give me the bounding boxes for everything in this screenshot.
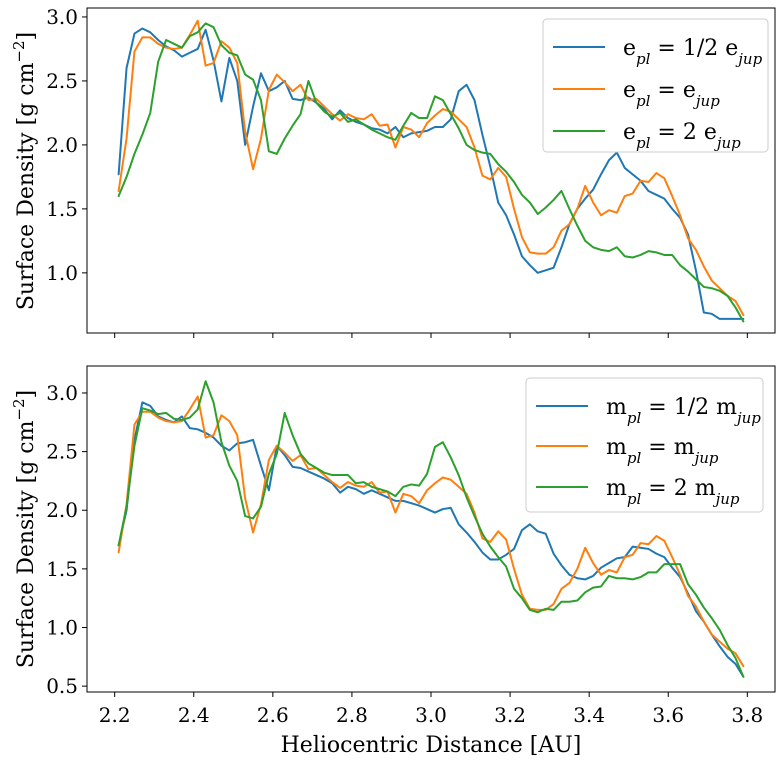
top-panel: 1.0 1.5 2.0 2.5 3.0 Surface Density [g cm−2]… xyxy=(10,5,776,338)
bottom-y-tick-label: 1.5 xyxy=(46,557,78,581)
bottom-y-tick-label: 1.0 xyxy=(46,616,78,640)
bottom-x-tick-label: 3.2 xyxy=(494,703,526,727)
bottom-panel: 2.2 2.4 2.6 2.8 3.0 3.2 3.4 3.6 3.8 0.5 1.0 1.5 2.0… xyxy=(10,365,776,758)
bottom-x-tick-label: 2.8 xyxy=(336,703,368,727)
top-series-line-3 xyxy=(117,22,745,323)
top-y-axis-label: Surface Density [g cm−2] xyxy=(10,32,39,310)
bottom-y-tick-label: 3.0 xyxy=(46,381,78,405)
top-series-line-1 xyxy=(117,27,745,320)
top-legend-label-3: epl = 2 ejup xyxy=(623,120,741,152)
top-legend-box xyxy=(542,18,769,153)
bottom-x-ticks: 2.2 2.4 2.6 2.8 3.0 3.2 3.4 3.6 3.8 xyxy=(99,692,763,727)
top-legend: epl = 1/2 ejup epl = ejup epl = 2 ejup xyxy=(542,18,769,153)
top-y-tick-label: 3.0 xyxy=(46,5,78,29)
bottom-legend-label-2: mpl = mjup xyxy=(606,435,719,467)
top-y-tick-label: 2.0 xyxy=(46,133,78,157)
x-axis-label: Heliocentric Distance [AU] xyxy=(281,733,582,758)
bottom-x-tick-label: 3.8 xyxy=(731,703,763,727)
bottom-series-line-2 xyxy=(117,395,745,668)
top-legend-label-1: epl = 1/2 ejup xyxy=(623,36,763,68)
bottom-series-group xyxy=(117,380,745,678)
top-legend-label-2: epl = ejup xyxy=(623,78,720,110)
bottom-x-tick-label: 2.6 xyxy=(257,703,289,727)
bottom-x-tick-label: 3.0 xyxy=(415,703,447,727)
bottom-x-tick-label: 3.4 xyxy=(573,703,605,727)
bottom-legend-label-1: mpl = 1/2 mjup xyxy=(606,395,761,427)
top-y-tick-label: 1.0 xyxy=(46,261,78,285)
bottom-y-tick-label: 0.5 xyxy=(46,674,78,698)
bottom-x-tick-label: 2.2 xyxy=(99,703,131,727)
bottom-x-tick-label: 2.4 xyxy=(178,703,210,727)
top-x-ticks xyxy=(114,333,748,338)
bottom-y-ticks: 0.5 1.0 1.5 2.0 2.5 3.0 xyxy=(46,381,87,698)
bottom-legend-label-3: mpl = 2 mjup xyxy=(606,476,740,508)
bottom-legend-box xyxy=(525,377,764,513)
top-y-tick-label: 2.5 xyxy=(46,69,78,93)
bottom-series-line-3 xyxy=(117,380,745,678)
bottom-y-axis-label: Surface Density [g cm−2] xyxy=(10,390,39,668)
bottom-y-tick-label: 2.0 xyxy=(46,498,78,522)
top-y-ticks: 1.0 1.5 2.0 2.5 3.0 xyxy=(46,5,87,285)
top-y-tick-label: 1.5 xyxy=(46,197,78,221)
bottom-y-tick-label: 2.5 xyxy=(46,440,78,464)
top-series-group xyxy=(117,19,745,323)
bottom-x-tick-label: 3.6 xyxy=(652,703,684,727)
top-series-line-2 xyxy=(117,19,745,317)
bottom-legend: mpl = 1/2 mjup mpl = mjup mpl = 2 mjup xyxy=(525,377,764,513)
